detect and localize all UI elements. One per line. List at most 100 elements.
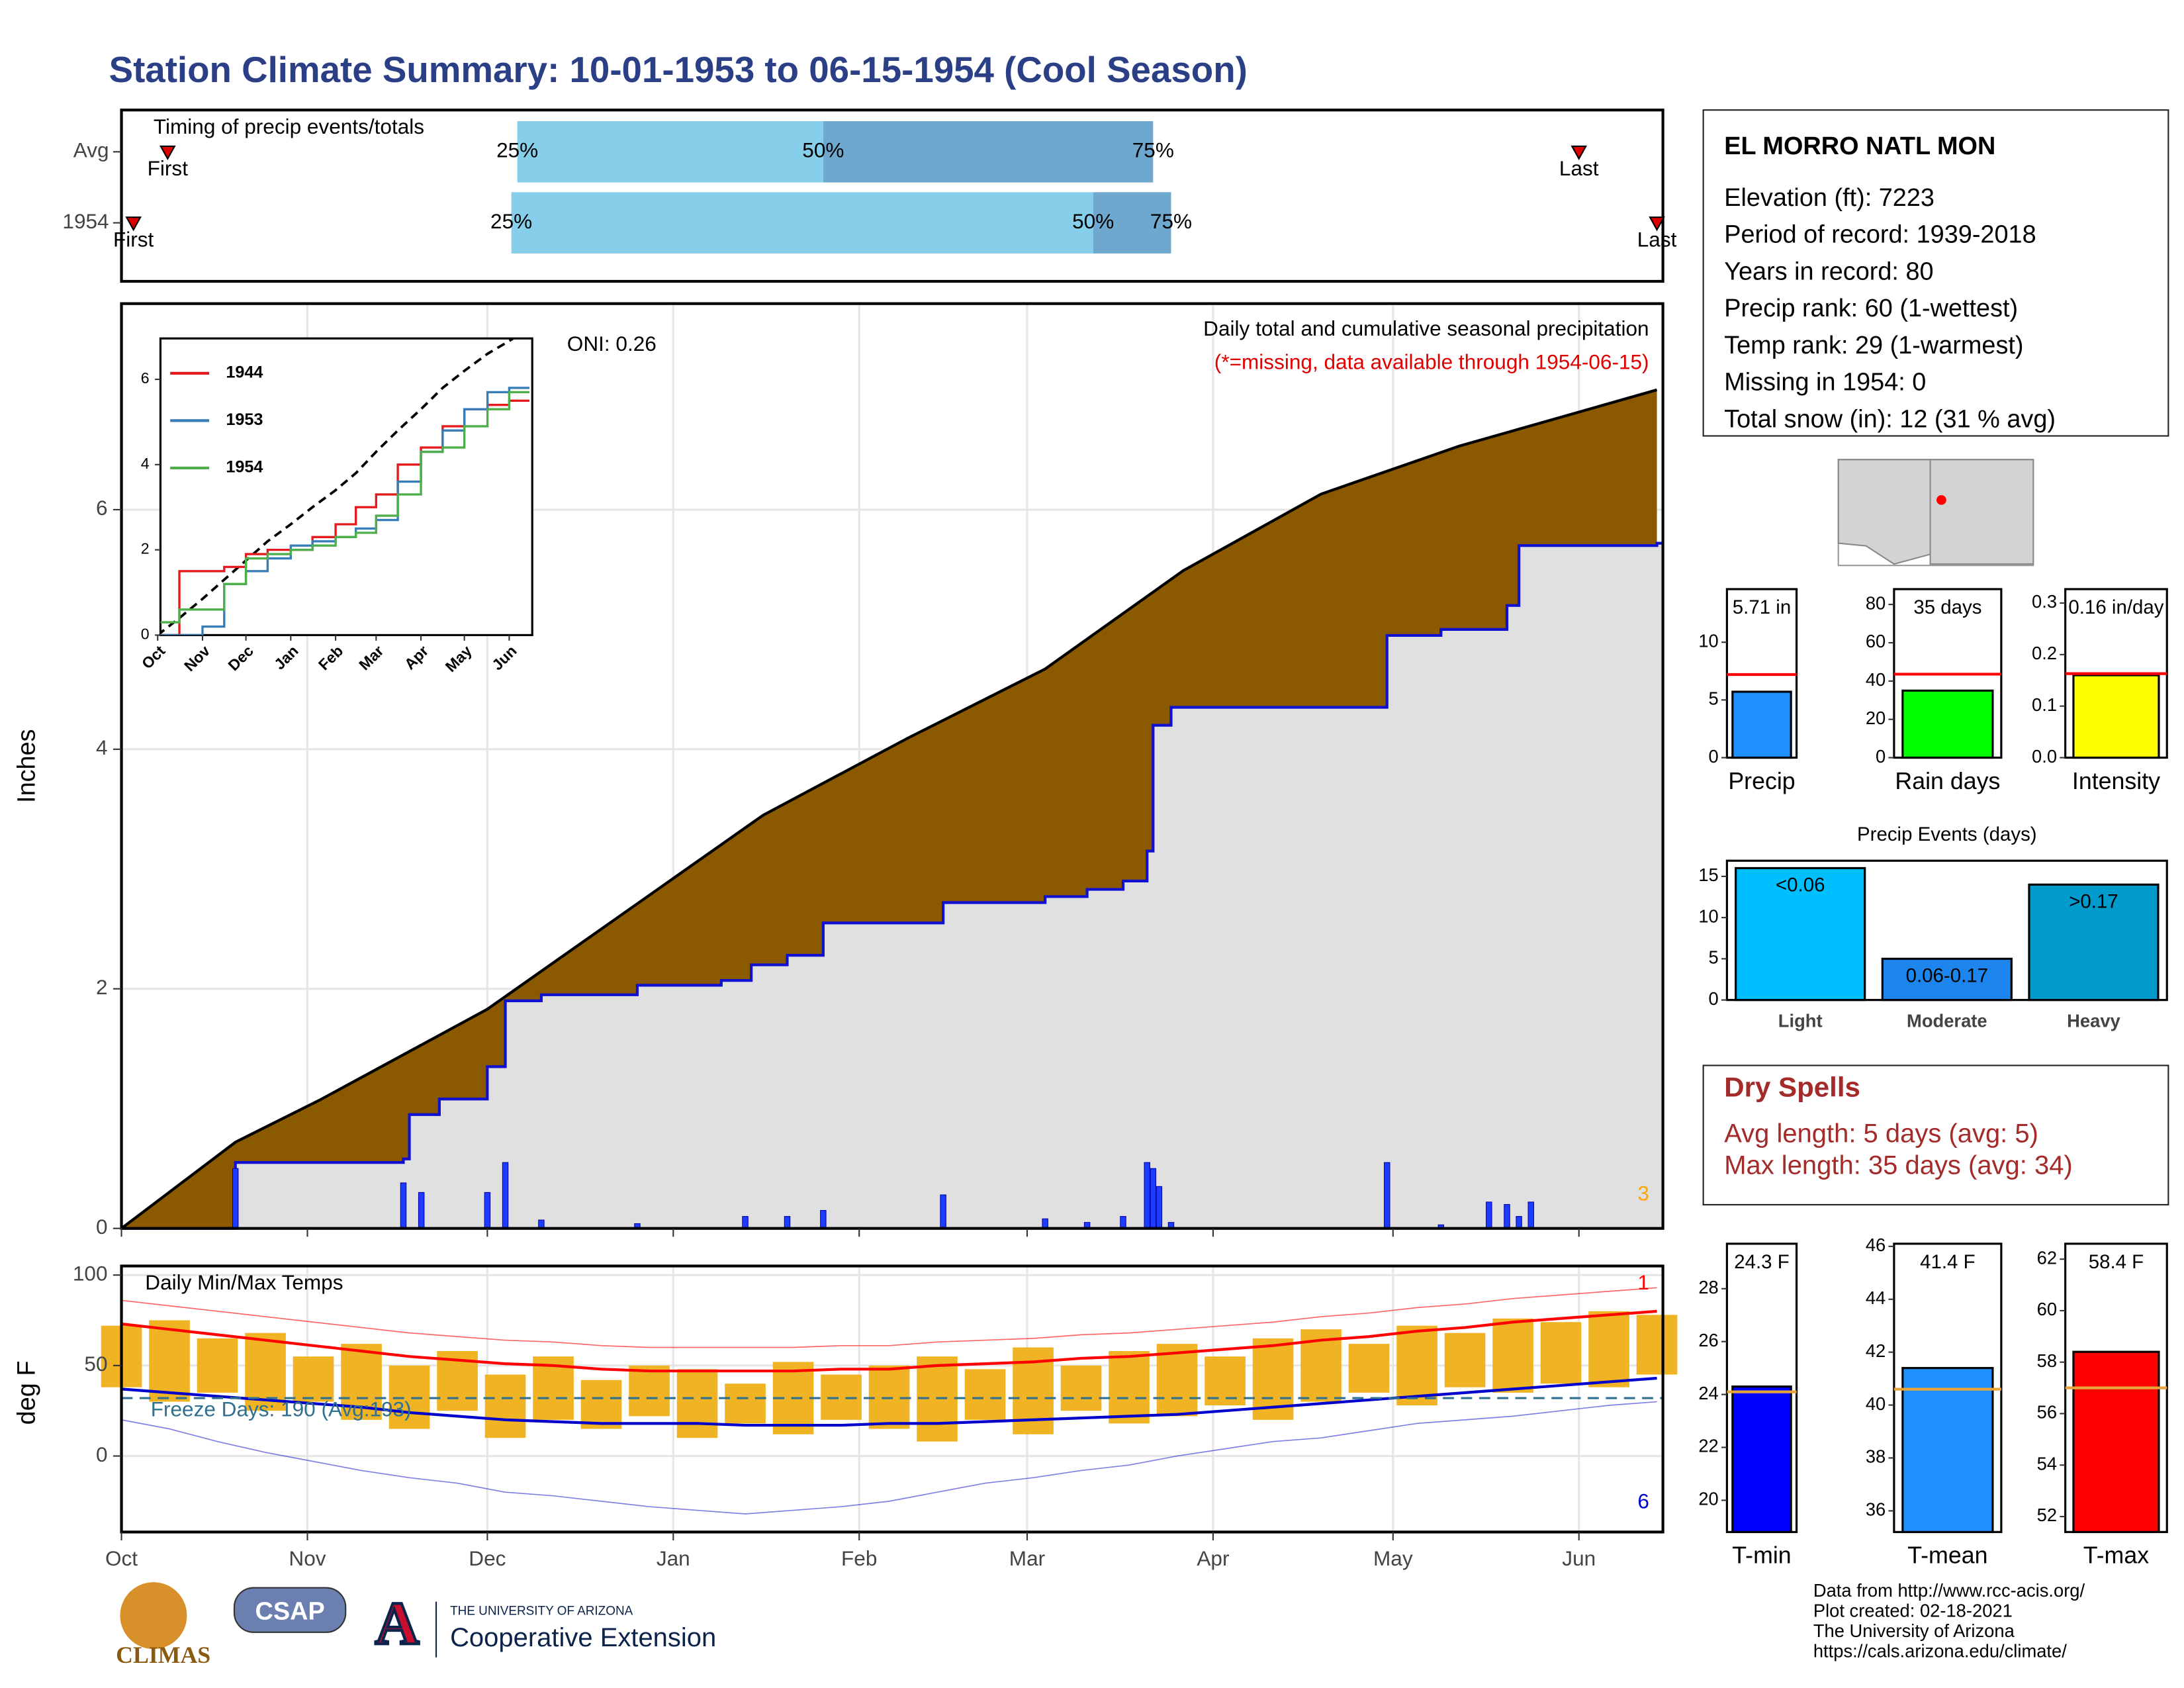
corner-note: 3 xyxy=(1637,1182,1649,1205)
value-label: 58.4 F xyxy=(2089,1251,2144,1273)
y-tick-label: 58 xyxy=(2037,1350,2057,1371)
station-box xyxy=(1702,109,2169,437)
credit-line: https://cals.arizona.edu/climate/ xyxy=(1813,1641,2067,1662)
y-tick-label: 42 xyxy=(1866,1340,1886,1361)
bar xyxy=(2072,674,2160,759)
event-label: Last xyxy=(1637,227,1677,251)
y-tick-label: 2 xyxy=(96,975,108,999)
credit-line: The University of Arizona xyxy=(1813,1620,2015,1641)
temp-range-bar xyxy=(1109,1350,1150,1424)
avg-max-line xyxy=(121,1309,1657,1373)
station-line: Temp rank: 29 (1-warmest) xyxy=(1724,332,2023,359)
daily-bar xyxy=(418,1192,425,1229)
quartile-label: 75% xyxy=(1150,209,1192,233)
svg-text:A: A xyxy=(375,1590,420,1658)
value-label: 0.06-0.17 xyxy=(1906,965,1988,987)
legend-label: 1944 xyxy=(226,363,263,382)
temp-range-bar xyxy=(484,1374,526,1438)
series-line xyxy=(160,391,530,624)
daily-bar xyxy=(1144,1162,1150,1229)
y-tick-label: 2 xyxy=(141,540,150,557)
y-tick-label: 5 xyxy=(1709,947,1719,968)
x-tick-label: Rain days xyxy=(1895,768,2000,794)
temp-range-bar xyxy=(1396,1325,1437,1405)
legend-label: 1953 xyxy=(226,410,263,429)
legend-label: 1954 xyxy=(226,458,263,477)
y-tick-label: 0 xyxy=(1709,988,1719,1009)
x-tick-label: T-min xyxy=(1732,1542,1791,1569)
x-tick-label: T-max xyxy=(2083,1542,2149,1569)
daily-bar xyxy=(1486,1201,1492,1229)
y-tick-label: 44 xyxy=(1866,1288,1886,1308)
temp-range-bar xyxy=(676,1369,718,1438)
x-tick-label: Nov xyxy=(289,1546,326,1570)
inset-lines xyxy=(160,338,530,635)
daily-bar xyxy=(400,1182,407,1229)
frame xyxy=(120,1264,1664,1534)
y-tick-label: 6 xyxy=(141,369,150,387)
frame xyxy=(120,302,1664,1230)
temp-range-bar xyxy=(1444,1333,1486,1387)
temp-range-bar xyxy=(1540,1322,1582,1384)
y-tick-label: 50 xyxy=(84,1352,107,1376)
temp-range-bar xyxy=(629,1365,670,1417)
y-tick-label: 40 xyxy=(1866,1393,1886,1414)
quartile-bar xyxy=(511,192,1093,254)
station-line: Years in record: 80 xyxy=(1724,258,1933,285)
record-min-line xyxy=(121,1401,1657,1515)
station-line: Missing in 1954: 0 xyxy=(1724,369,1926,397)
average-line xyxy=(160,338,516,635)
y-tick-label: 0.2 xyxy=(2032,643,2057,663)
value-label: <0.06 xyxy=(1776,874,1825,896)
daily-bar xyxy=(232,1168,239,1229)
event-marker xyxy=(159,145,176,161)
daily-bar xyxy=(1156,1186,1163,1229)
temp-range-bar xyxy=(1060,1365,1102,1411)
y-tick-label: 4 xyxy=(141,455,150,472)
timing-title: Timing of precip events/totals xyxy=(154,115,424,138)
x-tick-label: T-mean xyxy=(1907,1542,1987,1569)
y-tick-label: 36 xyxy=(1866,1499,1886,1520)
dry-spells-title: Dry Spells xyxy=(1724,1071,1860,1102)
dry-spells-box xyxy=(1702,1064,2169,1205)
daily-bar xyxy=(1150,1168,1157,1229)
x-tick-label: Dec xyxy=(469,1546,506,1570)
y-tick-label: 6 xyxy=(96,496,108,520)
x-tick-label: Intensity xyxy=(2072,768,2160,794)
event-marker xyxy=(1649,216,1665,232)
oni-label: ONI: 0.26 xyxy=(567,332,657,355)
record-max-line xyxy=(121,1287,1657,1348)
chart-title: Daily total and cumulative seasonal prec… xyxy=(1203,316,1649,340)
station-line: Elevation (ft): 7223 xyxy=(1724,184,1934,212)
daily-bar xyxy=(1504,1203,1510,1229)
bar xyxy=(2072,1350,2160,1533)
y-tick-label: 5 xyxy=(1709,688,1719,709)
value-label: 24.3 F xyxy=(1734,1251,1789,1273)
y-tick-label: 100 xyxy=(73,1261,108,1285)
x-tick-label: Heavy xyxy=(2067,1011,2120,1031)
avg-min-line xyxy=(121,1376,1657,1427)
station-line: Total snow (in): 12 (31 % avg) xyxy=(1724,405,2056,433)
temp-range-bar xyxy=(964,1369,1006,1420)
temp-range-bar xyxy=(1492,1318,1533,1393)
daily-bar xyxy=(1527,1201,1534,1229)
y-tick-label: 60 xyxy=(1866,631,1886,651)
x-tick-label: Mar xyxy=(1009,1546,1045,1570)
x-tick-label: Apr xyxy=(1197,1546,1229,1570)
daily-bar xyxy=(784,1216,791,1229)
y-tick-label: 0.0 xyxy=(2032,746,2057,767)
logo-text: CSAP xyxy=(255,1597,325,1625)
season-line xyxy=(121,541,1663,1230)
x-tick-label: Moderate xyxy=(1907,1011,1987,1031)
y-tick-label: 52 xyxy=(2037,1505,2057,1525)
row-label: Avg xyxy=(73,138,109,162)
chart-title: Daily Min/Max Temps xyxy=(145,1270,343,1294)
y-tick-label: 10 xyxy=(1698,906,1718,926)
x-tick-label: Feb xyxy=(841,1546,877,1570)
locator-map xyxy=(1837,459,2034,567)
y-tick-label: 22 xyxy=(1698,1436,1718,1456)
chart-subtitle: (*=missing, data available through 1954-… xyxy=(1214,350,1649,373)
value-label: 35 days xyxy=(1913,596,1981,618)
